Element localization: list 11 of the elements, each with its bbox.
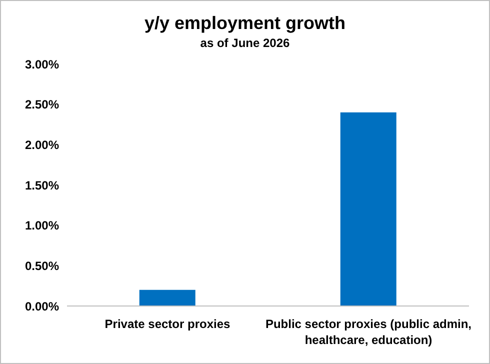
x-tick-label: Public sector proxies (public admin, healthcare, education)	[265, 317, 472, 347]
y-tick-label: 2.50%	[24, 98, 60, 112]
chart-title: y/y employment growth	[143, 13, 347, 34]
y-tick-label: 0.50%	[24, 258, 60, 273]
y-tick-label: 1.00%	[24, 218, 60, 233]
chart-subtitle: as of June 2026	[199, 36, 291, 50]
y-tick-label: 0.00%	[24, 299, 60, 314]
y-tick-label: 1.50%	[24, 178, 60, 192]
x-tick-label: Private sector proxies	[104, 317, 231, 331]
y-tick-label: 2.00%	[24, 138, 60, 152]
y-tick-label: 3.00%	[24, 57, 60, 72]
